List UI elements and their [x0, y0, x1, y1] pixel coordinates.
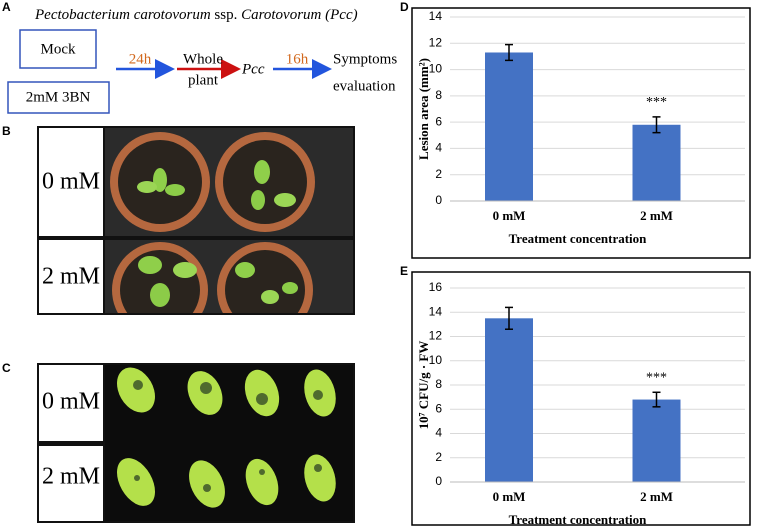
row-label: 0 mM — [42, 169, 100, 195]
leaf-photo — [105, 365, 353, 521]
bar — [485, 318, 533, 482]
panel-label: C — [2, 361, 11, 375]
step-label: Whole — [183, 51, 223, 67]
y-tick-label: 8 — [435, 88, 442, 102]
x-tick-label: 0 mM — [493, 489, 526, 504]
chart-frame — [411, 7, 751, 259]
pathogen-label: Pcc — [241, 61, 265, 77]
time-label: 24h — [129, 51, 152, 67]
y-tick-label: 14 — [429, 9, 443, 23]
y-tick-label: 8 — [435, 377, 442, 391]
y-tick-label: 10 — [429, 62, 443, 76]
x-tick-label: 0 mM — [493, 208, 526, 223]
y-tick-label: 12 — [429, 35, 443, 49]
y-tick-label: 4 — [435, 426, 442, 440]
group-label: Mock — [41, 41, 76, 57]
y-tick-label: 16 — [429, 280, 443, 294]
y-tick-label: 4 — [435, 141, 442, 155]
y-tick-label: 6 — [435, 401, 442, 415]
panel-title: Pectobacterium carotovorum ssp. Carotovo… — [34, 7, 358, 23]
y-tick-label: 14 — [429, 304, 443, 318]
outcome-label: Symptoms — [333, 51, 397, 67]
x-tick-label: 2 mM — [640, 489, 673, 504]
bar — [632, 124, 681, 201]
x-axis-title: Treatment concentration — [509, 231, 648, 246]
row-cell — [39, 365, 103, 441]
row-cell — [39, 128, 103, 236]
group-label: 2mM 3BN — [26, 89, 91, 105]
y-tick-label: 6 — [435, 114, 442, 128]
row-cell — [39, 240, 103, 313]
panel-label: D — [400, 0, 409, 14]
x-axis-title: Treatment concentration — [509, 512, 648, 526]
outcome-label: evaluation — [333, 78, 396, 94]
plant-photo — [105, 128, 353, 313]
bar — [632, 399, 681, 482]
panel-label: A — [2, 0, 11, 14]
y-tick-label: 0 — [435, 193, 442, 207]
bar — [485, 52, 533, 201]
y-axis-title: 10⁷ CFU/g · FW — [416, 341, 431, 430]
y-tick-label: 10 — [429, 353, 443, 367]
significance-label: *** — [646, 95, 667, 110]
group-box — [7, 81, 110, 114]
y-tick-label: 0 — [435, 474, 442, 488]
group-box — [19, 29, 97, 69]
y-tick-label: 2 — [435, 450, 442, 464]
chart-frame — [411, 271, 751, 526]
y-tick-label: 12 — [429, 329, 443, 343]
time-label: 16h — [286, 51, 309, 67]
significance-label: *** — [646, 370, 667, 385]
row-label: 2 mM — [42, 464, 100, 490]
x-tick-label: 2 mM — [640, 208, 673, 223]
row-label: 0 mM — [42, 389, 100, 415]
step-label: plant — [188, 72, 219, 88]
row-cell — [39, 446, 103, 521]
y-tick-label: 2 — [435, 167, 442, 181]
y-axis-title: Lesion area (mm²) — [416, 58, 431, 160]
panel-label: E — [400, 264, 408, 278]
panel-label: B — [2, 124, 11, 138]
row-label: 2 mM — [42, 264, 100, 290]
